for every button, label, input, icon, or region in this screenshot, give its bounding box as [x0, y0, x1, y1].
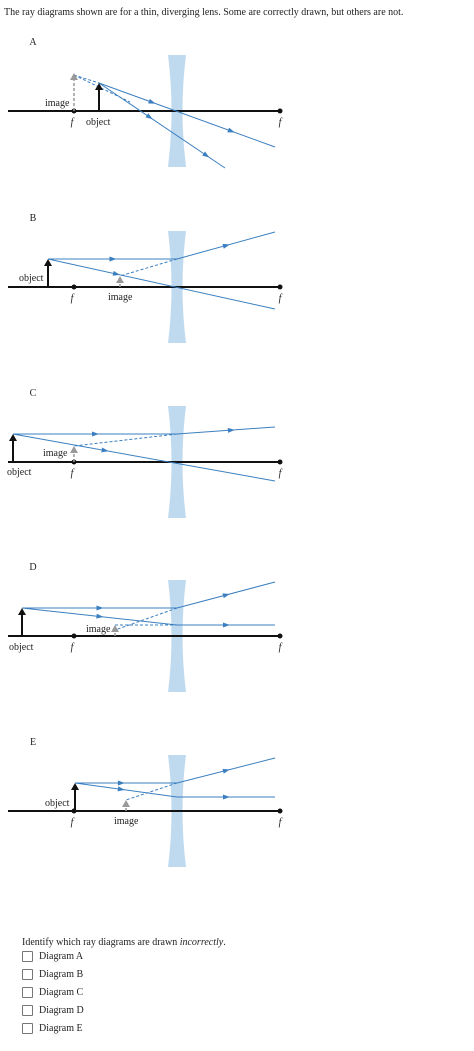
ray-arrow — [222, 768, 230, 774]
checkbox[interactable] — [22, 969, 33, 980]
ray — [47, 258, 276, 310]
option-label: Diagram E — [39, 1023, 83, 1034]
checkbox[interactable] — [22, 1023, 33, 1034]
image-label: image — [108, 292, 133, 303]
option[interactable]: Diagram E — [22, 1023, 83, 1034]
ray-arrow — [223, 794, 230, 800]
focal-point — [71, 284, 77, 290]
f-label: f — [279, 468, 283, 479]
ray-arrow — [223, 622, 230, 628]
focal-point — [277, 284, 283, 290]
intro: The ray diagrams shown are for a thin, d… — [4, 7, 403, 18]
diagram-label: B — [30, 213, 37, 224]
object-arrowhead — [9, 434, 17, 441]
virtual-ray — [73, 74, 100, 84]
option-label: Diagram A — [39, 951, 84, 962]
object-label: object — [7, 467, 32, 478]
ray-arrow — [109, 256, 117, 262]
question: Identify which ray diagrams are drawn in… — [22, 937, 226, 948]
f-label: f — [71, 293, 75, 304]
f-label: f — [279, 642, 283, 653]
option[interactable]: Diagram C — [22, 987, 83, 998]
object-label: object — [19, 273, 44, 284]
object-arrowhead — [44, 259, 52, 266]
focal-point — [277, 808, 283, 814]
diagram-label: A — [29, 37, 37, 48]
ray-arrow — [202, 151, 210, 158]
f-label: f — [71, 642, 75, 653]
option-label: Diagram D — [39, 1005, 84, 1016]
diagram-label: D — [29, 562, 36, 573]
image-label: image — [45, 98, 70, 109]
ray-arrow — [148, 98, 156, 104]
checkbox[interactable] — [22, 951, 33, 962]
virtual-ray — [73, 433, 178, 447]
f-label: f — [71, 117, 75, 128]
option[interactable]: Diagram B — [22, 969, 83, 980]
image-arrowhead — [111, 625, 119, 632]
f-label: f — [279, 293, 283, 304]
image-arrowhead — [70, 446, 78, 453]
ray — [74, 782, 178, 798]
ray-arrow — [92, 431, 99, 437]
focal-point — [277, 459, 283, 465]
checkbox[interactable] — [22, 1005, 33, 1016]
option[interactable]: Diagram D — [22, 1005, 84, 1016]
f-label: f — [71, 817, 75, 828]
image-arrowhead — [116, 276, 124, 283]
ray-arrow — [145, 113, 153, 120]
f-label: f — [279, 817, 283, 828]
object-arrowhead — [18, 608, 26, 615]
focal-point — [71, 633, 77, 639]
diagrams: The ray diagrams shown are for a thin, d… — [4, 7, 403, 867]
ray-arrow — [96, 605, 104, 611]
ray-arrow — [222, 593, 230, 599]
ray-arrow — [112, 270, 121, 276]
virtual-ray — [119, 258, 178, 277]
ray-arrow — [117, 780, 125, 786]
option[interactable]: Diagram A — [22, 951, 83, 962]
image-label: image — [86, 624, 111, 635]
virtual-ray — [125, 782, 178, 801]
question-text: Identify which ray diagrams are drawn — [22, 937, 180, 948]
ray-arrow — [222, 243, 230, 249]
virtual-ray — [114, 607, 178, 631]
object-label: object — [45, 798, 70, 809]
diagram-label: C — [30, 388, 37, 399]
ray — [12, 433, 276, 482]
ray — [176, 426, 276, 435]
diagram-label: E — [30, 737, 36, 748]
object-label: object — [9, 642, 34, 653]
ray-arrow — [117, 786, 125, 792]
object-arrowhead — [71, 783, 79, 790]
image-arrowhead — [122, 800, 130, 807]
question-suffix: . — [223, 937, 226, 948]
object-arrowhead — [95, 83, 103, 90]
checkbox[interactable] — [22, 987, 33, 998]
ray-arrow — [101, 447, 109, 453]
focal-point — [277, 108, 283, 114]
f-label: f — [71, 468, 75, 479]
image-label: image — [43, 448, 68, 459]
option-label: Diagram C — [39, 987, 84, 998]
f-label: f — [279, 117, 283, 128]
option-label: Diagram B — [39, 969, 84, 980]
ray — [98, 82, 276, 148]
ray-arrow — [227, 427, 235, 433]
image-arrowhead — [70, 73, 78, 80]
ray-arrow — [227, 127, 235, 133]
question-emphasis: incorrectly — [179, 937, 224, 948]
ray-arrow — [96, 613, 104, 619]
focal-point — [277, 633, 283, 639]
image-label: image — [114, 816, 139, 827]
object-label: object — [86, 117, 111, 128]
